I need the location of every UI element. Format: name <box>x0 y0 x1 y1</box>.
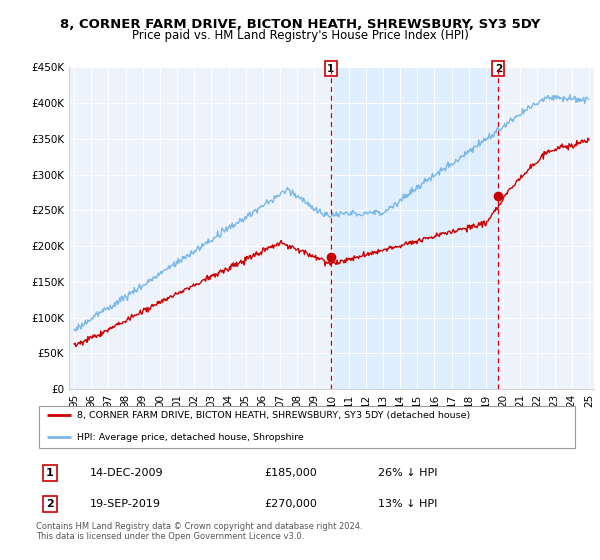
Bar <box>331 67 498 389</box>
Text: Price paid vs. HM Land Registry's House Price Index (HPI): Price paid vs. HM Land Registry's House … <box>131 29 469 42</box>
Text: HPI: Average price, detached house, Shropshire: HPI: Average price, detached house, Shro… <box>77 433 304 442</box>
Text: 8, CORNER FARM DRIVE, BICTON HEATH, SHREWSBURY, SY3 5DY (detached house): 8, CORNER FARM DRIVE, BICTON HEATH, SHRE… <box>77 410 470 419</box>
Text: £185,000: £185,000 <box>264 468 317 478</box>
Text: 14-DEC-2009: 14-DEC-2009 <box>91 468 164 478</box>
Text: 26% ↓ HPI: 26% ↓ HPI <box>378 468 437 478</box>
FancyBboxPatch shape <box>39 405 575 449</box>
Text: 19-SEP-2019: 19-SEP-2019 <box>91 499 161 509</box>
Text: 1: 1 <box>46 468 53 478</box>
Text: Contains HM Land Registry data © Crown copyright and database right 2024.
This d: Contains HM Land Registry data © Crown c… <box>36 522 362 542</box>
Text: 1: 1 <box>327 64 334 73</box>
Text: £270,000: £270,000 <box>264 499 317 509</box>
Text: 2: 2 <box>494 64 502 73</box>
Text: 8, CORNER FARM DRIVE, BICTON HEATH, SHREWSBURY, SY3 5DY: 8, CORNER FARM DRIVE, BICTON HEATH, SHRE… <box>60 18 540 31</box>
Text: 2: 2 <box>46 499 53 509</box>
Text: 13% ↓ HPI: 13% ↓ HPI <box>378 499 437 509</box>
